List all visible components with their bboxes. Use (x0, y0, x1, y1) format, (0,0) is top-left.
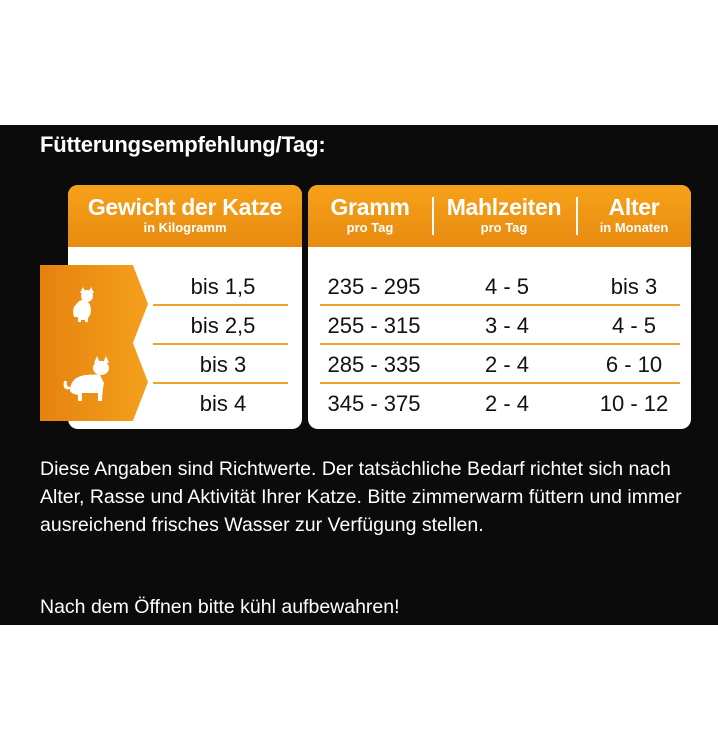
large-cat-badge (40, 343, 148, 421)
page-title: Fütterungsempfehlung/Tag: (40, 132, 326, 157)
row-divider (320, 343, 680, 345)
weight-cell: bis 3 (199, 352, 247, 377)
large-cat-icon (63, 356, 109, 401)
column-separator (576, 197, 578, 235)
column-header-meals: Mahlzeiten pro Tag (434, 194, 574, 236)
small-cat-icon (73, 287, 94, 322)
column-header-title: Gramm (330, 194, 410, 220)
column-header-age: Alter in Monaten (578, 194, 690, 236)
weight-header-sub: in Kilogramm (143, 220, 227, 235)
column-header-sub: pro Tag (480, 220, 528, 235)
gram-cell: 345 - 375 (327, 391, 421, 416)
age-cell: bis 3 (610, 274, 658, 299)
row-divider (153, 343, 288, 345)
gram-cell: 285 - 335 (327, 352, 421, 377)
column-header-sub: in Monaten (599, 220, 669, 235)
age-cell: 6 - 10 (605, 352, 663, 377)
gram-cell: 255 - 315 (327, 313, 421, 338)
column-header-title: Alter (608, 194, 660, 220)
weight-cell: bis 2,5 (190, 313, 256, 338)
meals-cell: 4 - 5 (484, 274, 530, 299)
weight-cell: bis 4 (199, 391, 247, 416)
age-cell: 10 - 12 (599, 391, 669, 416)
weight-header: Gewicht der Katze in Kilogramm (68, 185, 302, 247)
weight-card: Gewicht der Katze in Kilogramm bis 1,5 b… (68, 185, 302, 429)
feeding-table-card: Gramm pro Tag Mahlzeiten pro Tag Alter i… (308, 185, 691, 429)
column-separator (432, 197, 434, 235)
column-header-sub: pro Tag (346, 220, 394, 235)
meals-cell: 3 - 4 (484, 313, 530, 338)
weight-cell: bis 1,5 (190, 274, 256, 299)
small-cat-badge (40, 265, 148, 343)
row-divider (153, 304, 288, 306)
column-header-gram: Gramm pro Tag (308, 194, 432, 236)
weight-header-title: Gewicht der Katze (87, 194, 283, 220)
row-divider (153, 382, 288, 384)
age-cell: 4 - 5 (611, 313, 657, 338)
meals-cell: 2 - 4 (484, 391, 530, 416)
storage-note: Nach dem Öffnen bitte kühl aufbewahren! (40, 596, 400, 618)
row-divider (320, 382, 680, 384)
row-divider (320, 304, 680, 306)
feeding-table-header: Gramm pro Tag Mahlzeiten pro Tag Alter i… (308, 185, 691, 247)
gram-cell: 235 - 295 (327, 274, 421, 299)
feeding-note: Diese Angaben sind Richtwerte. Der tatsä… (40, 458, 682, 536)
column-header-title: Mahlzeiten (446, 194, 562, 220)
meals-cell: 2 - 4 (484, 352, 530, 377)
